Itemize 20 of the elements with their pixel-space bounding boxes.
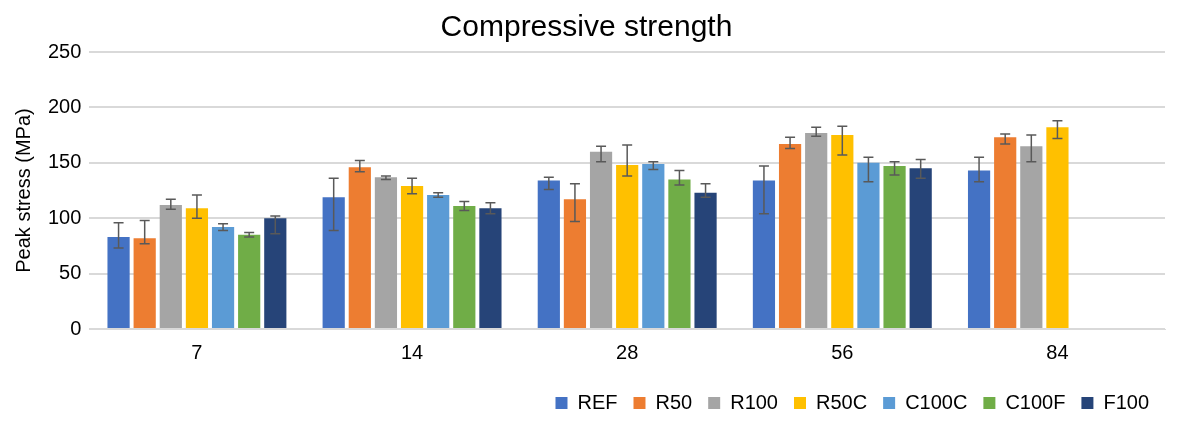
x-tick-label: 28: [616, 340, 639, 363]
x-tick-label: 14: [400, 340, 424, 363]
legend-label: R100: [730, 390, 778, 413]
legend-label: C100F: [1005, 390, 1066, 413]
x-tick-label: 84: [1046, 340, 1069, 363]
legend-label: R50C: [816, 390, 868, 413]
y-tick-label: 100: [47, 205, 82, 228]
legend-label: REF: [577, 390, 618, 413]
y-tick-label: 200: [47, 94, 82, 117]
y-axis-title: Peak stress (MPa): [11, 108, 34, 273]
legend-label: C100C: [905, 390, 968, 413]
chart-title: Compressive strength: [440, 9, 733, 43]
x-tick-label: 7: [191, 340, 203, 363]
y-tick-label: 50: [59, 261, 82, 284]
y-tick-label: 150: [47, 150, 82, 173]
x-tick-label: 56: [831, 340, 854, 363]
y-tick-label: 250: [47, 39, 82, 62]
legend-label: R50: [655, 390, 693, 413]
y-tick-label: 0: [70, 316, 82, 339]
legend-label: F100: [1103, 390, 1150, 413]
